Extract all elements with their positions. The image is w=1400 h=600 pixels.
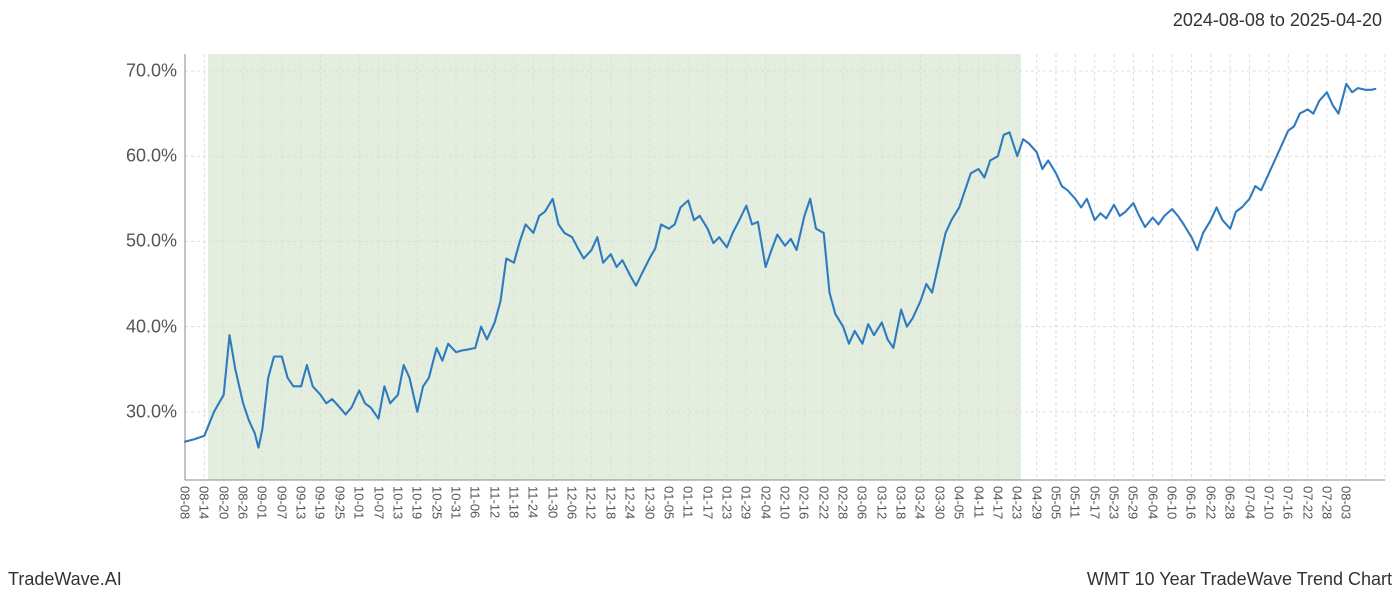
x-tick-label: 07-16 xyxy=(1281,486,1296,519)
x-tick-label: 02-16 xyxy=(797,486,812,519)
x-tick-label: 10-19 xyxy=(410,486,425,519)
x-tick-label: 12-24 xyxy=(623,486,638,519)
chart-container: 30.0% 40.0% 50.0% 60.0% 70.0% 08-08 08-14 08-20… xyxy=(0,50,1400,540)
x-tick-label: 03-18 xyxy=(894,486,909,519)
x-tick-label: 02-22 xyxy=(816,486,831,519)
x-tick-label: 03-06 xyxy=(855,486,870,519)
x-tick-label: 07-04 xyxy=(1242,486,1257,519)
chart-title: WMT 10 Year TradeWave Trend Chart xyxy=(1087,569,1392,590)
trend-line xyxy=(185,54,1385,480)
x-tick-label: 06-10 xyxy=(1165,486,1180,519)
x-tick-label: 02-04 xyxy=(758,486,773,519)
x-tick-label: 09-19 xyxy=(313,486,328,519)
x-tick-label: 03-24 xyxy=(913,486,928,519)
x-tick-label: 04-17 xyxy=(990,486,1005,519)
x-tick-label: 08-03 xyxy=(1339,486,1354,519)
x-tick-label: 05-05 xyxy=(1048,486,1063,519)
x-tick-label: 05-11 xyxy=(1068,486,1083,518)
x-tick-label: 09-01 xyxy=(255,486,270,519)
x-tick-label: 07-28 xyxy=(1319,486,1334,519)
x-tick-label: 02-10 xyxy=(778,486,793,519)
y-tick-label: 40.0% xyxy=(126,316,177,337)
x-tick-label: 09-25 xyxy=(332,486,347,519)
date-range-label: 2024-08-08 to 2025-04-20 xyxy=(1173,10,1382,31)
footer-brand: TradeWave.AI xyxy=(8,569,122,590)
y-tick-label: 60.0% xyxy=(126,146,177,167)
x-tick-label: 01-23 xyxy=(719,486,734,519)
x-tick-label: 01-29 xyxy=(739,486,754,519)
x-tick-label: 10-13 xyxy=(390,486,405,519)
x-tick-label: 06-22 xyxy=(1203,486,1218,519)
x-tick-label: 10-31 xyxy=(448,486,463,519)
x-tick-label: 09-07 xyxy=(274,486,289,519)
x-tick-label: 12-18 xyxy=(603,486,618,519)
x-tick-label: 05-17 xyxy=(1087,486,1102,519)
x-tick-label: 11-30 xyxy=(545,486,560,518)
x-tick-label: 04-05 xyxy=(952,486,967,519)
plot-area: 30.0%40.0%50.0%60.0%70.0%08-0808-1408-20… xyxy=(185,54,1385,480)
x-tick-label: 06-04 xyxy=(1145,486,1160,519)
x-tick-label: 03-30 xyxy=(932,486,947,519)
x-tick-label: 08-20 xyxy=(216,486,231,519)
x-tick-label: 09-13 xyxy=(294,486,309,519)
x-tick-label: 04-23 xyxy=(1010,486,1025,519)
x-tick-label: 02-28 xyxy=(836,486,851,519)
x-tick-label: 07-22 xyxy=(1300,486,1315,519)
x-tick-label: 04-11 xyxy=(971,486,986,518)
x-tick-label: 12-12 xyxy=(584,486,599,519)
x-tick-label: 11-24 xyxy=(526,486,541,518)
x-tick-label: 10-25 xyxy=(429,486,444,519)
x-tick-label: 04-29 xyxy=(1029,486,1044,519)
y-tick-label: 30.0% xyxy=(126,401,177,422)
x-tick-label: 10-07 xyxy=(371,486,386,519)
x-tick-label: 11-06 xyxy=(468,486,483,518)
x-tick-label: 12-06 xyxy=(565,486,580,519)
x-tick-label: 05-29 xyxy=(1126,486,1141,519)
x-tick-label: 11-18 xyxy=(507,486,522,518)
x-tick-label: 11-12 xyxy=(487,486,502,518)
x-tick-label: 06-28 xyxy=(1223,486,1238,519)
x-tick-label: 10-01 xyxy=(352,486,367,519)
y-tick-label: 70.0% xyxy=(126,61,177,82)
x-tick-label: 08-08 xyxy=(178,486,193,519)
x-tick-label: 07-10 xyxy=(1261,486,1276,519)
x-tick-label: 08-14 xyxy=(197,486,212,519)
x-tick-label: 12-30 xyxy=(642,486,657,519)
x-tick-label: 01-17 xyxy=(700,486,715,519)
x-tick-label: 06-16 xyxy=(1184,486,1199,519)
x-tick-label: 08-26 xyxy=(236,486,251,519)
x-tick-label: 05-23 xyxy=(1107,486,1122,519)
y-tick-label: 50.0% xyxy=(126,231,177,252)
x-tick-label: 01-05 xyxy=(661,486,676,519)
x-tick-label: 03-12 xyxy=(874,486,889,519)
x-tick-label: 01-11 xyxy=(681,486,696,518)
